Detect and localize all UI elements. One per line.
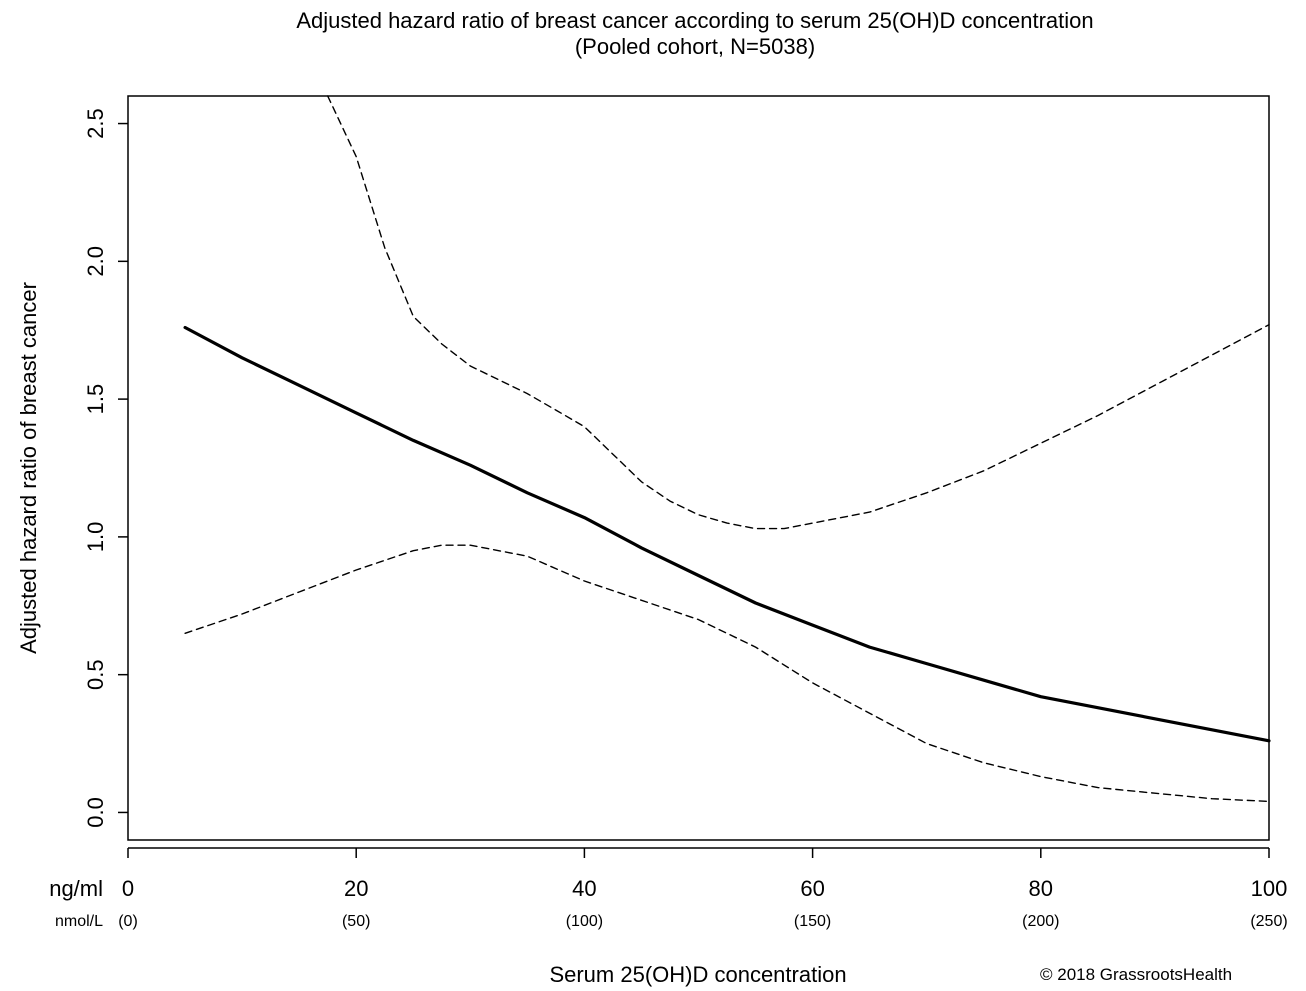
chart-subtitle: (Pooled cohort, N=5038) [574,34,816,59]
x-tick-label-nmol: (100) [566,913,603,930]
chart-title: Adjusted hazard ratio of breast cancer a… [296,8,1094,33]
x-axis-label: Serum 25(OH)D concentration [549,962,847,987]
y-tick-label: 0.5 [83,659,108,690]
copyright-credit: © 2018 GrassrootsHealth [1040,965,1233,984]
y-tick-label: 1.0 [83,522,108,553]
x-unit-primary: ng/ml [49,876,103,901]
x-tick-label-nmol: (150) [794,913,831,930]
y-tick-label: 2.0 [83,246,108,277]
x-unit-secondary: nmol/L [55,913,103,930]
y-tick-label: 0.0 [83,797,108,828]
upper-confidence-bound-line [327,95,1270,530]
x-tick-label-nmol: (50) [342,913,370,930]
y-tick-label: 2.5 [83,108,108,139]
series-layer [183,95,1271,803]
hazard-ratio-line [183,325,1271,743]
y-tick-label: 1.5 [83,384,108,415]
y-axis-label: Adjusted hazard ratio of breast cancer [16,282,41,654]
plot-frame [127,95,1270,841]
x-tick-label-nmol: (200) [1022,913,1059,930]
x-tick-label-nmol: (0) [118,913,138,930]
x-tick-label: 0 [122,876,134,901]
x-tick-label: 60 [800,876,824,901]
x-tick-label: 80 [1029,876,1053,901]
lower-confidence-bound-line [184,544,1270,803]
x-tick-label-nmol: (250) [1250,913,1287,930]
x-tick-label: 40 [572,876,596,901]
x-axis: 0 (0) 20 (50) 40 (100) 60 (150) 80 (200) 100 (250) [118,847,1288,930]
y-axis: 0.0 0.5 1.0 1.5 2.0 2.5 [83,108,128,828]
x-tick-label: 100 [1251,876,1288,901]
x-tick-label: 20 [344,876,368,901]
